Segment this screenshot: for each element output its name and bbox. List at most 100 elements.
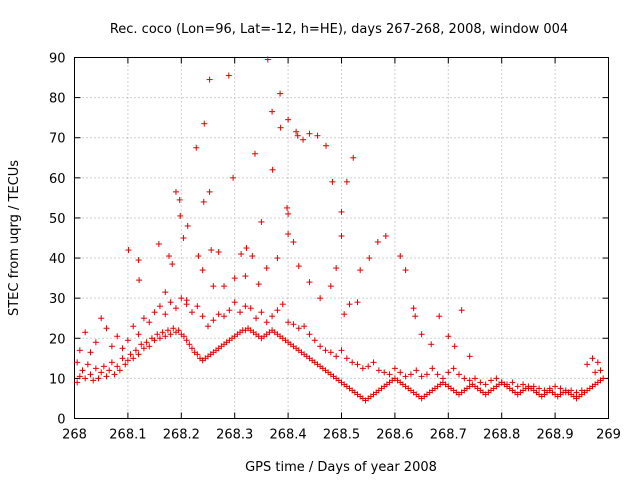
data-point (366, 255, 373, 262)
data-point (436, 313, 443, 320)
data-point (311, 337, 318, 344)
data-point (274, 255, 281, 262)
data-point (536, 385, 543, 392)
data-point (329, 178, 336, 185)
y-tick-label: 70 (49, 132, 66, 147)
data-point (293, 128, 300, 135)
data-point (253, 315, 260, 322)
data-point (290, 239, 297, 246)
data-point (170, 325, 177, 332)
x-tick-label: 268.8 (483, 428, 520, 443)
data-point (391, 365, 398, 372)
data-point (301, 323, 308, 330)
data-point (226, 307, 233, 314)
data-point (146, 319, 153, 326)
data-point (251, 150, 258, 157)
data-point (578, 387, 585, 394)
data-point (306, 331, 313, 338)
data-point (333, 265, 340, 272)
data-point (589, 355, 596, 362)
data-point (122, 361, 129, 368)
data-point (285, 319, 292, 326)
data-point (466, 377, 473, 384)
data-point (279, 301, 286, 308)
data-point (451, 343, 458, 350)
data-point (166, 253, 173, 260)
data-point (119, 345, 126, 352)
data-point (92, 339, 99, 346)
x-tick-label: 268.5 (323, 428, 360, 443)
data-point (488, 377, 495, 384)
data-point (84, 361, 91, 368)
data-point (215, 311, 222, 318)
data-point (127, 351, 134, 358)
data-point (195, 253, 202, 260)
data-point (249, 253, 256, 260)
data-point (238, 251, 245, 258)
data-point (199, 313, 206, 320)
data-point (215, 249, 222, 256)
data-point (243, 245, 250, 252)
data-point (552, 383, 559, 390)
data-point (343, 178, 350, 185)
data-point (210, 283, 217, 290)
data-point (382, 232, 389, 239)
data-point (263, 319, 270, 326)
chart-title: Rec. coco (Lon=96, Lat=-12, h=HE), days … (110, 22, 568, 37)
data-point (317, 343, 324, 350)
data-point (230, 174, 237, 181)
data-point (477, 379, 484, 386)
data-point (423, 371, 430, 378)
data-point (594, 359, 601, 366)
data-point (136, 277, 143, 284)
data-point (231, 299, 238, 306)
data-point (365, 363, 372, 370)
data-point (87, 371, 94, 378)
x-tick-label: 268.9 (536, 428, 573, 443)
data-point (111, 371, 118, 378)
data-point (201, 120, 208, 127)
data-point (354, 361, 361, 368)
data-point (557, 385, 564, 392)
y-tick-label: 40 (49, 252, 66, 267)
data-point (509, 379, 516, 386)
data-point (584, 361, 591, 368)
data-point (108, 359, 115, 366)
data-point (346, 301, 353, 308)
data-point (242, 303, 249, 310)
data-point (74, 359, 81, 366)
data-point (199, 267, 206, 274)
data-point (159, 329, 166, 336)
data-point (375, 367, 382, 374)
data-point (520, 381, 527, 388)
data-point (194, 351, 201, 358)
data-point (130, 355, 137, 362)
data-point (188, 345, 195, 352)
grid-lines (74, 57, 609, 419)
data-point (114, 333, 121, 340)
data-point (269, 108, 276, 115)
data-point (162, 333, 169, 340)
data-point (79, 367, 86, 374)
data-point (138, 341, 145, 348)
data-point (317, 295, 324, 302)
data-point (482, 381, 489, 388)
data-point (525, 385, 532, 392)
data-point (103, 325, 110, 332)
data-point (100, 363, 107, 370)
data-point (327, 283, 334, 290)
data-point (167, 331, 174, 338)
data-point (172, 305, 179, 312)
data-point (124, 357, 131, 364)
data-point (546, 385, 553, 392)
data-point (349, 359, 356, 366)
data-point (114, 363, 121, 370)
data-point (461, 375, 468, 382)
data-point (541, 387, 548, 394)
data-point (258, 218, 265, 225)
data-point (323, 142, 330, 149)
data-point (341, 311, 348, 318)
data-point (412, 313, 419, 320)
data-point (154, 331, 161, 338)
plot-frame (74, 57, 609, 419)
